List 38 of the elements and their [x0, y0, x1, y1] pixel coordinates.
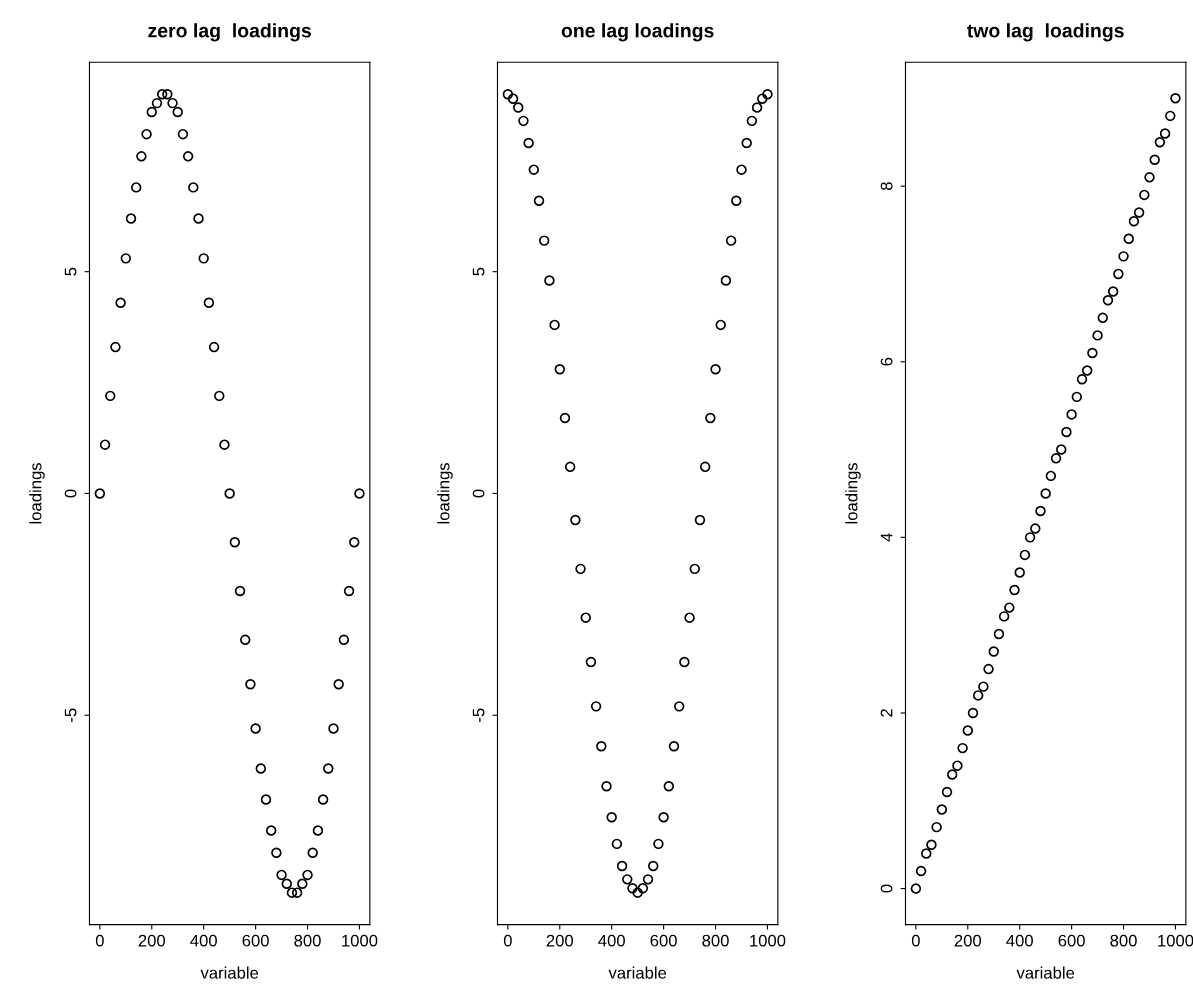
y-tick-label: 8	[880, 182, 893, 191]
x-tick-label: 200	[138, 934, 166, 947]
y-tick-label: 6	[880, 357, 893, 366]
y-axis-title: loadings	[437, 463, 453, 524]
x-tick-label: 400	[598, 934, 625, 947]
y-tick-label: 0	[64, 489, 77, 498]
y-tick-label: 2	[880, 709, 893, 717]
x-tick-label: 400	[1006, 934, 1033, 947]
y-tick-label: 4	[880, 533, 893, 542]
x-tick-label: 0	[911, 934, 920, 947]
x-tick-label: 800	[702, 934, 729, 947]
x-axis-title: variable	[200, 966, 259, 979]
y-tick-label: -5	[472, 708, 485, 722]
y-tick-label: 5	[472, 267, 485, 276]
x-tick-label: 0	[503, 934, 512, 947]
y-tick-label: 0	[472, 489, 485, 498]
x-tick-label: 200	[954, 934, 982, 947]
x-tick-label: 600	[242, 934, 269, 947]
x-tick-label: 800	[1110, 934, 1137, 947]
x-tick-label: 200	[546, 934, 574, 947]
y-axis-title: loadings	[845, 463, 861, 524]
x-tick-label: 800	[294, 934, 321, 947]
x-tick-label: 400	[190, 934, 217, 947]
x-tick-label: 0	[95, 934, 104, 947]
chart-title: two lag loadings	[967, 23, 1124, 42]
y-tick-label: 0	[880, 884, 893, 893]
x-tick-label: 600	[1058, 934, 1085, 947]
x-tick-label: 1000	[750, 934, 786, 947]
x-axis-title: variable	[608, 966, 667, 979]
y-tick-label: -5	[64, 708, 77, 722]
y-axis-title: loadings	[29, 463, 45, 524]
chart-title: zero lag loadings	[148, 23, 311, 42]
x-axis-title: variable	[1016, 966, 1075, 979]
x-tick-label: 1000	[1158, 934, 1193, 947]
y-tick-label: 5	[64, 267, 77, 276]
x-tick-label: 1000	[342, 934, 378, 947]
x-tick-label: 600	[650, 934, 677, 947]
chart-title: one lag loadings	[561, 23, 714, 42]
